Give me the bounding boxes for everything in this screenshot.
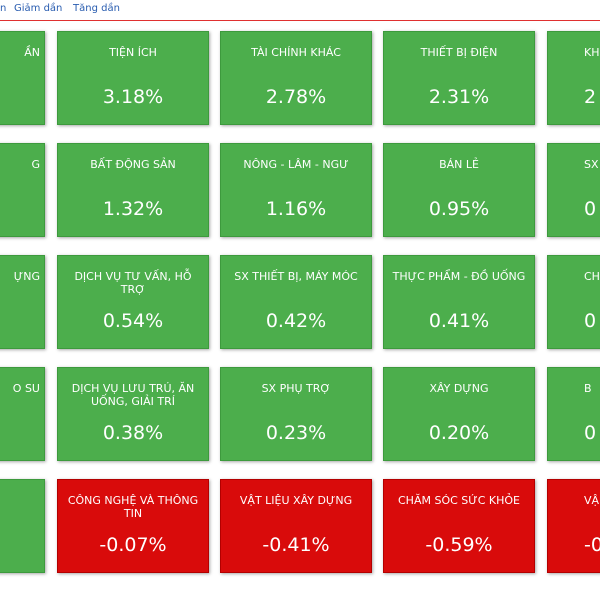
tile-value: 0 [584,422,597,444]
tile-value: -0.41% [262,534,330,556]
tile-name: TÀI CHÍNH KHÁC [251,46,341,59]
tile-value: 0.54% [102,310,164,332]
tile-value: 1.32% [102,198,164,220]
tile[interactable]: BÁN LẺ 0.95% [383,143,535,237]
tile[interactable]: DỊCH VỤ LƯU TRÚ, ĂN UỐNG, GIẢI TRÍ 0.38% [57,367,209,461]
tile-name: NÔNG - LÂM - NGƯ [243,158,349,171]
tile[interactable]: NÔNG - LÂM - NGƯ 1.16% [220,143,372,237]
tile[interactable]: DỊCH VỤ TƯ VẤN, HỖ TRỢ 0.54% [57,255,209,349]
tile-name: B [584,382,592,395]
tile-value: 2.31% [428,86,490,108]
tile-value: 3.18% [102,86,164,108]
tile[interactable]: THỰC PHẨM - ĐỒ UỐNG 0.41% [383,255,535,349]
tile[interactable]: SX THIẾT BỊ, MÁY MÓC 0.42% [220,255,372,349]
tile[interactable]: CHẾ B 0 [547,255,600,349]
tile-name: DỊCH VỤ LƯU TRÚ, ĂN UỐNG, GIẢI TRÍ [71,382,195,408]
tile-name: VẬN T [584,494,600,507]
tile-value: 0.23% [265,422,327,444]
tile[interactable]: VẬN T -0 [547,479,600,573]
tile[interactable]: XÂY DỰNG 0.20% [383,367,535,461]
tile[interactable]: BẤT ĐỘNG SẢN 1.32% [57,143,209,237]
tile[interactable]: THIẾT BỊ ĐIỆN 2.31% [383,31,535,125]
tile-value: 0.41% [428,310,490,332]
tile-name: ỰNG [13,270,40,283]
tile-value: 0 [584,198,597,220]
tile-name: SX THIẾT BỊ, MÁY MÓC [234,270,358,283]
tile-value: 0.20% [428,422,490,444]
tile-name: SX NHỰ [584,158,600,171]
tile-name: XÂY DỰNG [429,382,489,395]
tile-name: VẬT LIỆU XÂY DỰNG [239,494,353,507]
tile[interactable]: KH 2 [547,31,600,125]
sort-link[interactable]: n [0,3,7,14]
tile[interactable]: ỰNG [0,255,45,349]
tile[interactable]: CÔNG NGHỆ VÀ THÔNG TIN -0.07% [57,479,209,573]
tile-name: BÁN LẺ [439,158,479,171]
toolbar-underline [0,20,600,21]
tile-name: THỰC PHẨM - ĐỒ UỐNG [392,270,526,283]
tile[interactable]: G [0,143,45,237]
tile-value: 0.42% [265,310,327,332]
tile-name: G [31,158,40,171]
tile[interactable]: SX PHỤ TRỢ 0.23% [220,367,372,461]
tile-value: 0.38% [102,422,164,444]
tile-value: 1.16% [265,198,327,220]
tile-value: 2.78% [265,86,327,108]
tile-name: ẦN [24,46,40,59]
tile[interactable]: TÀI CHÍNH KHÁC 2.78% [220,31,372,125]
tile-name: TIỆN ÍCH [109,46,157,59]
tile-name: BẤT ĐỘNG SẢN [90,158,176,171]
tile[interactable] [0,479,45,573]
tile[interactable]: VẬT LIỆU XÂY DỰNG -0.41% [220,479,372,573]
tile[interactable]: CHĂM SÓC SỨC KHỎE -0.59% [383,479,535,573]
tile[interactable]: O SU [0,367,45,461]
tile-name: CHĂM SÓC SỨC KHỎE [398,494,520,507]
tile-name: THIẾT BỊ ĐIỆN [420,46,498,59]
tile-value: -0.07% [99,534,167,556]
tile[interactable]: ẦN [0,31,45,125]
tile-value: 2 [584,86,597,108]
tile-value: 0.95% [428,198,490,220]
tile-value: -0.59% [425,534,493,556]
tile-name: KH [584,46,600,59]
tile-value: 0 [584,310,597,332]
tile-name: DỊCH VỤ TƯ VẤN, HỖ TRỢ [74,270,192,296]
tile-name: O SU [12,382,40,395]
tile-name: SX PHỤ TRỢ [261,382,331,395]
tile-value: -0 [584,534,600,556]
sort-link[interactable]: Tăng dần [73,3,120,14]
tile[interactable]: TIỆN ÍCH 3.18% [57,31,209,125]
sort-link[interactable]: Giảm dần [14,3,63,14]
tile-name: CÔNG NGHỆ VÀ THÔNG TIN [67,494,199,520]
tile-name: CHẾ B [584,270,600,283]
tile[interactable]: SX NHỰ 0 [547,143,600,237]
